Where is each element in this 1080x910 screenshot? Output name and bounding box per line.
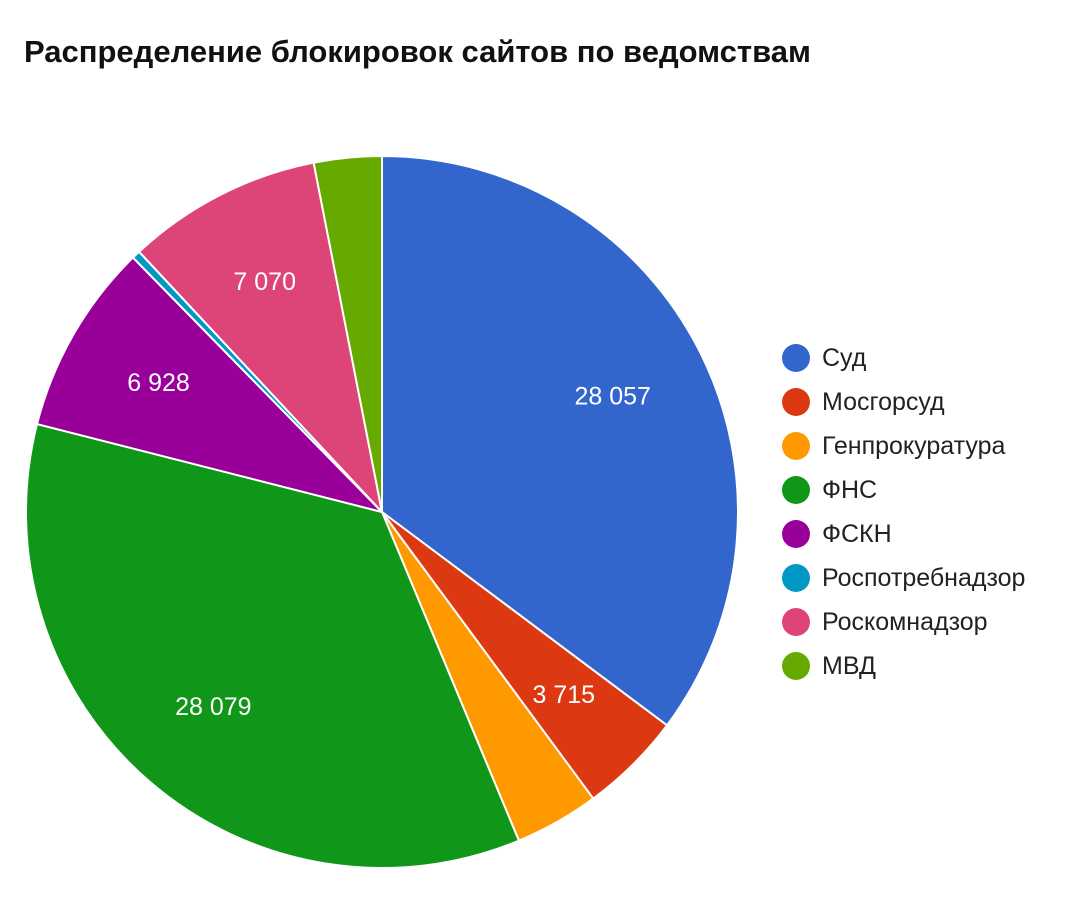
chart-legend: Суд Мосгорсуд Генпрокуратура ФНС ФСКН Роспотр… — [782, 336, 1025, 688]
legend-label: Мосгорсуд — [822, 387, 945, 416]
pie-slice-5 — [35, 256, 386, 514]
legend-item: Суд — [782, 336, 1025, 380]
pie-slice-8 — [312, 154, 383, 513]
slice-value-label: 28 057 — [574, 383, 650, 411]
legend-item: Генпрокуратура — [782, 424, 1025, 468]
legend-label: ФСКН — [822, 519, 892, 548]
legend-swatch — [782, 608, 810, 636]
legend-swatch — [782, 388, 810, 416]
legend-label: Роскомнадзор — [822, 607, 988, 636]
legend-label: Роспотребнадзор — [822, 563, 1026, 592]
legend-label: ФНС — [822, 475, 878, 504]
slice-value-label: 28 079 — [175, 693, 251, 721]
legend-item: МВД — [782, 644, 1025, 688]
legend-item: Мосгорсуд — [782, 380, 1025, 424]
chart-title: Распределение блокировок сайтов по ведом… — [24, 34, 811, 69]
pie-slice-4 — [25, 422, 521, 870]
slice-value-label: 7 070 — [233, 268, 296, 296]
legend-item: Роспотребнадзор — [782, 556, 1025, 600]
legend-swatch — [782, 476, 810, 504]
legend-item: Роскомнадзор — [782, 600, 1025, 644]
pie-slices — [25, 154, 739, 870]
legend-label: Генпрокуратура — [822, 431, 1006, 460]
legend-item: ФНС — [782, 468, 1025, 512]
legend-swatch — [782, 432, 810, 460]
legend-swatch — [782, 520, 810, 548]
slice-value-label: 3 715 — [533, 681, 596, 709]
legend-label: МВД — [822, 651, 876, 680]
legend-swatch — [782, 344, 810, 372]
slice-value-label: 6 928 — [127, 369, 190, 397]
pie-slice-1 — [381, 154, 739, 727]
pie-slice-labels: 28 057 3 715 28 079 6 928 7 070 — [127, 268, 651, 721]
pie-slice-7 — [137, 161, 384, 516]
legend-item: ФСКН — [782, 512, 1025, 556]
legend-label: Суд — [822, 343, 867, 372]
legend-swatch — [782, 652, 810, 680]
legend-swatch — [782, 564, 810, 592]
